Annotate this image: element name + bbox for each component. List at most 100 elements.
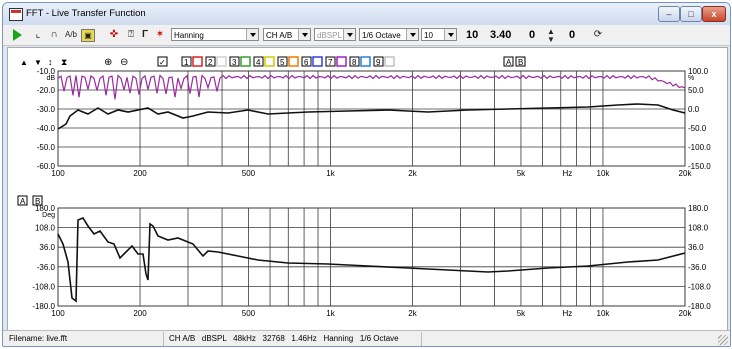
- legend-trace-number: 8: [352, 58, 357, 67]
- minimize-button[interactable]: –: [658, 6, 680, 22]
- coherence-trace: [57, 74, 686, 100]
- mag-ytick-right: 0.0: [688, 105, 700, 114]
- mag-ytick-right: 50.0: [688, 86, 704, 95]
- maximize-button[interactable]: □: [680, 6, 702, 22]
- curve-icon[interactable]: ∩: [50, 29, 58, 40]
- app-icon: [9, 8, 23, 21]
- mag-ytick-right: -100.0: [688, 143, 711, 152]
- magnitude-trace: [57, 103, 686, 130]
- plot-area: ▲ ▼ ↕ ⧗ ⊕ ⊖ ✓ 1 2 3 4 5 6 7 8 9 A B -10.0 -20.0 -30.0 -40.0 -5…: [7, 47, 728, 332]
- mag-yunit-right: %: [688, 75, 694, 82]
- marker-icon[interactable]: ✜: [109, 29, 119, 40]
- legend-trace-color: [264, 56, 275, 67]
- legend-trace-number: 3: [232, 58, 237, 67]
- phase-ytick-left: -36.0: [37, 263, 56, 272]
- mag-xtick: 20k: [679, 169, 693, 178]
- resize-grip[interactable]: [718, 335, 728, 345]
- phase-xtick: 1k: [326, 309, 335, 318]
- smoothing-select[interactable]: 1/6 Octave: [359, 28, 419, 41]
- legend-trace-color: [240, 56, 251, 67]
- phase-trace-a-button: [17, 195, 28, 206]
- average-select-value: 10: [424, 31, 433, 40]
- overlay-icon[interactable]: ▣: [81, 29, 95, 42]
- legend-trace-button: [373, 56, 384, 67]
- phase-xtick: 10k: [597, 309, 611, 318]
- marker-range-icon: ⧗: [61, 57, 67, 67]
- legend-trace-button: [181, 56, 192, 67]
- window-title: FFT - Live Transfer Function: [26, 8, 146, 19]
- chevron-down-icon: [343, 29, 355, 40]
- trace-b-label: B: [518, 58, 523, 67]
- phase-ytick-right: -108.0: [688, 282, 711, 291]
- legend-trace-color: [360, 56, 371, 67]
- play-icon[interactable]: [13, 29, 22, 41]
- phase-trace-b-button: [32, 195, 43, 206]
- refresh-icon[interactable]: ⟳: [593, 29, 603, 40]
- chevron-down-icon: [298, 29, 310, 40]
- mag-ytick-left: -30.0: [37, 105, 56, 114]
- legend-trace-color: [216, 56, 227, 67]
- mag-xtick: 200: [133, 169, 147, 178]
- averages-count: 10: [466, 29, 479, 41]
- phase-ytick-left: 36.0: [39, 243, 55, 252]
- legend-trace-color: [312, 56, 323, 67]
- legend-trace-color: [192, 56, 203, 67]
- phase-trace-a-label: A: [20, 197, 26, 206]
- phase-xtick: 2k: [408, 309, 417, 318]
- legend-check-mark: ✓: [159, 58, 166, 67]
- mag-ytick-left: -20.0: [37, 86, 56, 95]
- mag-xtick: 2k: [408, 169, 417, 178]
- phase-ytick-right: -36.0: [688, 263, 707, 272]
- phase-xtick: 200: [133, 309, 147, 318]
- legend-trace-button: [205, 56, 216, 67]
- sweep-icon[interactable]: ✶: [155, 29, 165, 40]
- phase-yunit-left: Deg: [42, 212, 55, 219]
- zoom-out-icon: ⊖: [120, 57, 128, 68]
- phase-ytick-left: -180.0: [32, 302, 55, 311]
- ab-icon[interactable]: A/b: [64, 30, 77, 39]
- phase-ytick-right: 36.0: [688, 243, 704, 252]
- marker-updown-icon: ↕: [48, 57, 53, 67]
- cursor-icon[interactable]: ⍰: [128, 29, 134, 40]
- unit-select[interactable]: dBSPL: [314, 28, 356, 41]
- phase-ytick-right: 108.0: [688, 224, 709, 233]
- delay-spinner[interactable]: ▲ ▼: [547, 27, 555, 44]
- chevron-down-icon: [246, 29, 258, 40]
- phase-ytick-left: -108.0: [32, 282, 55, 291]
- legend-trace-button: [325, 56, 336, 67]
- mag-yunit-left: dB: [46, 75, 55, 82]
- mag-ytick-left: -10.0: [37, 67, 56, 76]
- legend-trace-number: 2: [208, 58, 213, 67]
- legend-check-all: [157, 56, 168, 67]
- mag-xtick: 1k: [326, 169, 335, 178]
- toolbar: ⌞ ∩ A/b ▣ ✜ ⍰ Γ ✶ Hanning CH A/B dBSPL 1…: [3, 25, 730, 46]
- channel-select[interactable]: CH A/B: [263, 28, 311, 41]
- legend-trace-number: 1: [184, 58, 189, 67]
- legend-trace-number: 5: [280, 58, 285, 67]
- mag-ytick-left: -60.0: [37, 162, 56, 171]
- smoothing-select-value: 1/6 Octave: [362, 31, 401, 40]
- mag-xtick: 5k: [517, 169, 526, 178]
- phase-ytick-right: -180.0: [688, 302, 711, 311]
- close-button[interactable]: x: [702, 6, 726, 22]
- legend-trace-number: 6: [304, 58, 309, 67]
- delay-value: 0: [529, 29, 536, 41]
- phase-xtick: 20k: [679, 309, 693, 318]
- phase-frame: [57, 207, 686, 307]
- gamma-icon[interactable]: Γ: [141, 29, 148, 40]
- mag-xtick: 10k: [597, 169, 611, 178]
- marker-up-icon: ▲: [20, 58, 28, 67]
- zoom-in-icon: ⊕: [104, 57, 112, 68]
- trace-a-label: A: [506, 58, 512, 67]
- mag-ytick-left: -40.0: [37, 124, 56, 133]
- window-select[interactable]: Hanning: [171, 28, 259, 41]
- mag-ytick-right: 100.0: [688, 67, 709, 76]
- phase-xtick: 5k: [517, 309, 526, 318]
- legend-trace-color: [336, 56, 347, 67]
- marker-down-icon: ▼: [34, 58, 42, 67]
- average-select[interactable]: 10: [421, 28, 457, 41]
- phase-trace: [57, 217, 686, 303]
- axis-icon[interactable]: ⌞: [35, 29, 41, 40]
- phase-trace-b-label: B: [35, 197, 40, 206]
- trace-a-button: [503, 56, 514, 67]
